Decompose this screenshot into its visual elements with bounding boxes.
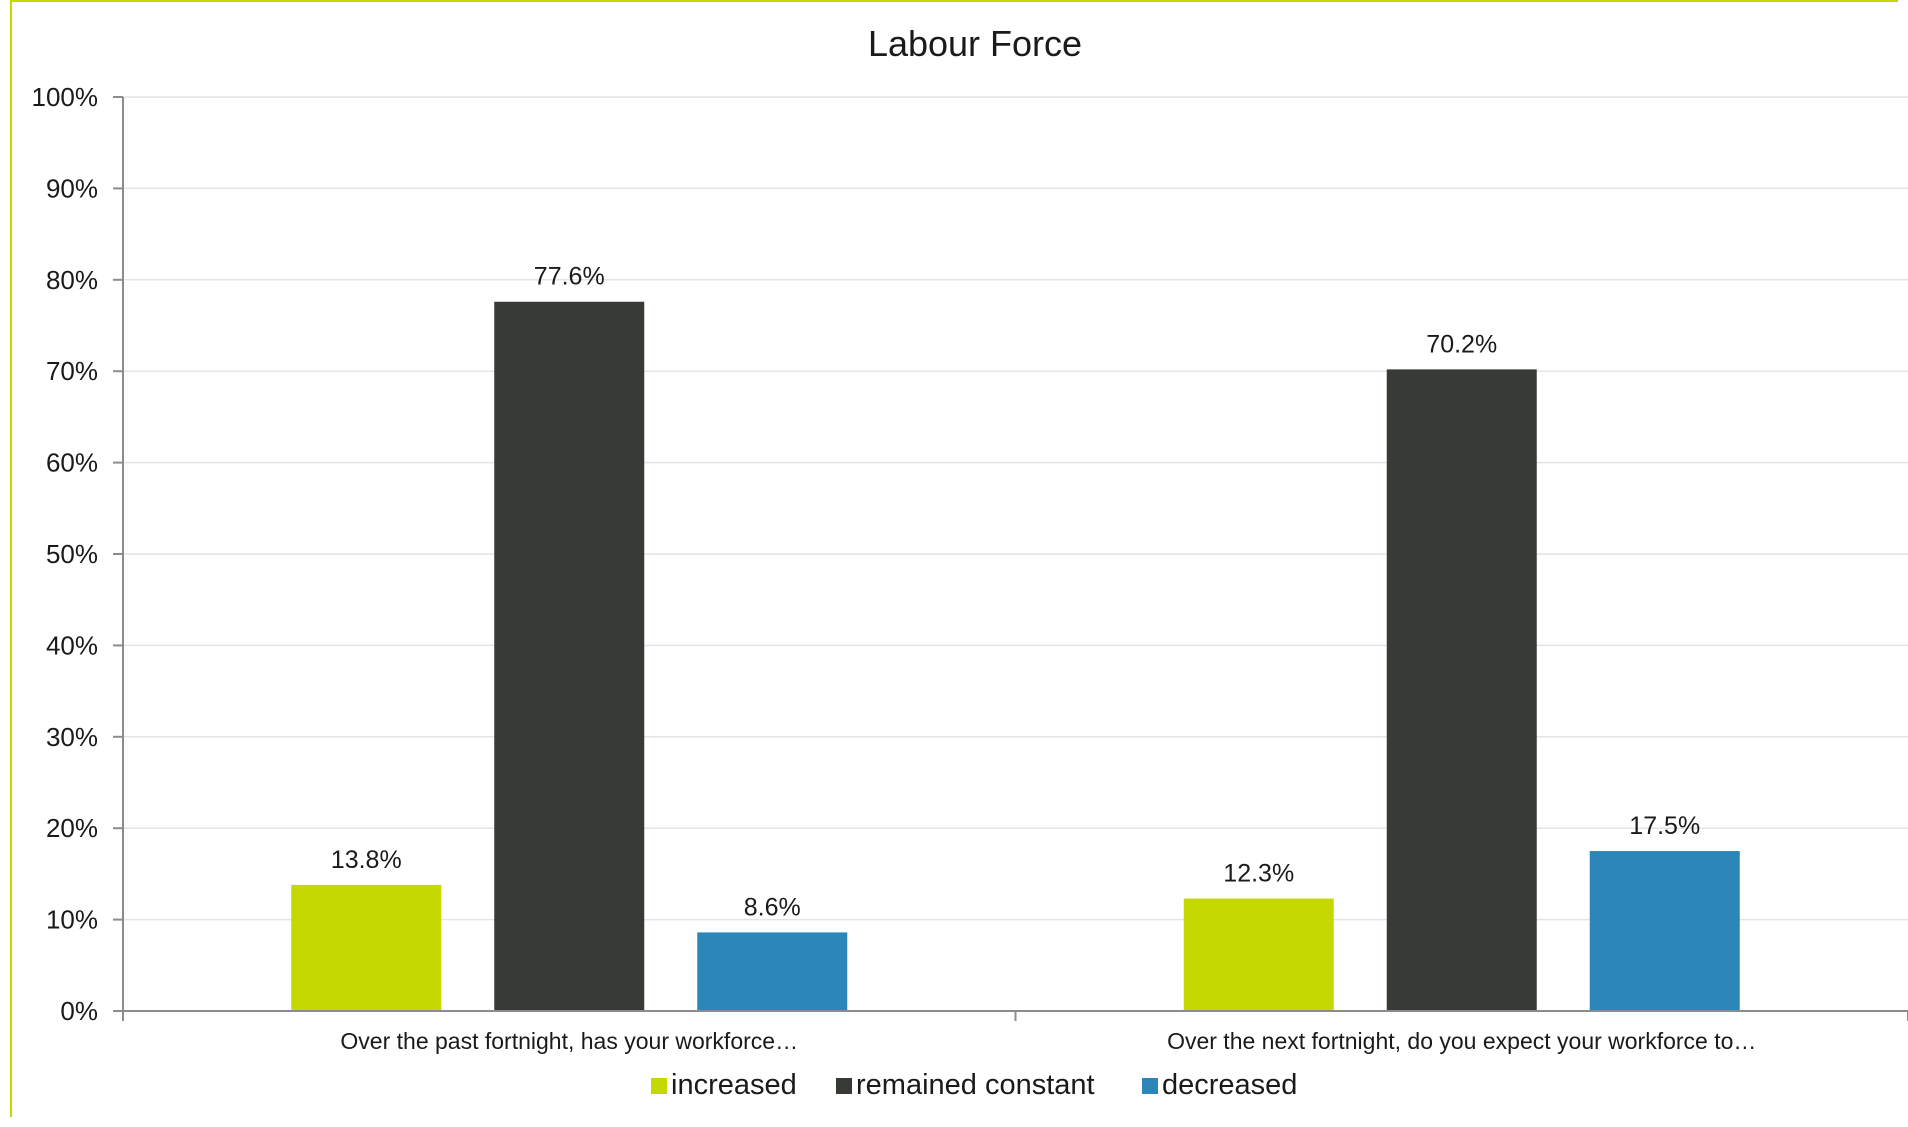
y-tick-label: 100% (32, 82, 99, 112)
y-tick-label: 0% (60, 996, 98, 1026)
bar-decreased (697, 932, 848, 1011)
y-tick-label: 50% (46, 539, 98, 569)
y-tick-label: 20% (46, 813, 98, 843)
category-label: Over the past fortnight, has your workfo… (340, 1028, 798, 1054)
legend-swatch-decreased (1142, 1078, 1158, 1094)
y-tick-label: 70% (46, 356, 98, 386)
bars: 13.8% 77.6% 8.6% 12.3% 70.2% 17.5% (291, 263, 1740, 1012)
data-label: 12.3% (1223, 860, 1294, 888)
chart-title: Labour Force (868, 23, 1082, 64)
gridlines (123, 96, 1908, 921)
legend-swatch-increased (651, 1078, 667, 1094)
y-tick-label: 30% (46, 722, 98, 752)
bar-increased (291, 884, 442, 1011)
bar-decreased (1589, 851, 1740, 1011)
legend-label: increased (671, 1069, 797, 1101)
data-label: 77.6% (534, 263, 605, 291)
chart-frame (10, 0, 1898, 1117)
bar-remained-constant (1386, 369, 1537, 1011)
category-label: Over the next fortnight, do you expect y… (1167, 1028, 1756, 1054)
data-label: 17.5% (1629, 812, 1700, 840)
legend-label: remained constant (856, 1069, 1095, 1101)
legend-label: decreased (1162, 1069, 1297, 1101)
y-tick-label: 80% (46, 265, 98, 295)
x-axis: Over the past fortnight, has your workfo… (122, 1010, 1908, 1054)
bar-increased (1183, 898, 1334, 1011)
data-label: 70.2% (1426, 330, 1497, 358)
y-tick-label: 60% (46, 448, 98, 478)
legend: increased remained constant decreased (651, 1069, 1297, 1101)
y-tick-label: 40% (46, 630, 98, 660)
data-label: 13.8% (331, 846, 402, 874)
y-tick-label: 10% (46, 905, 98, 935)
data-label: 8.6% (744, 893, 801, 921)
y-axis: 0% 10% 20% 30% 40% 50% 60% 70% 80% 90% 100% (32, 82, 124, 1026)
y-tick-label: 90% (46, 173, 98, 203)
bar-remained-constant (494, 301, 645, 1012)
legend-swatch-remained-constant (836, 1078, 852, 1094)
